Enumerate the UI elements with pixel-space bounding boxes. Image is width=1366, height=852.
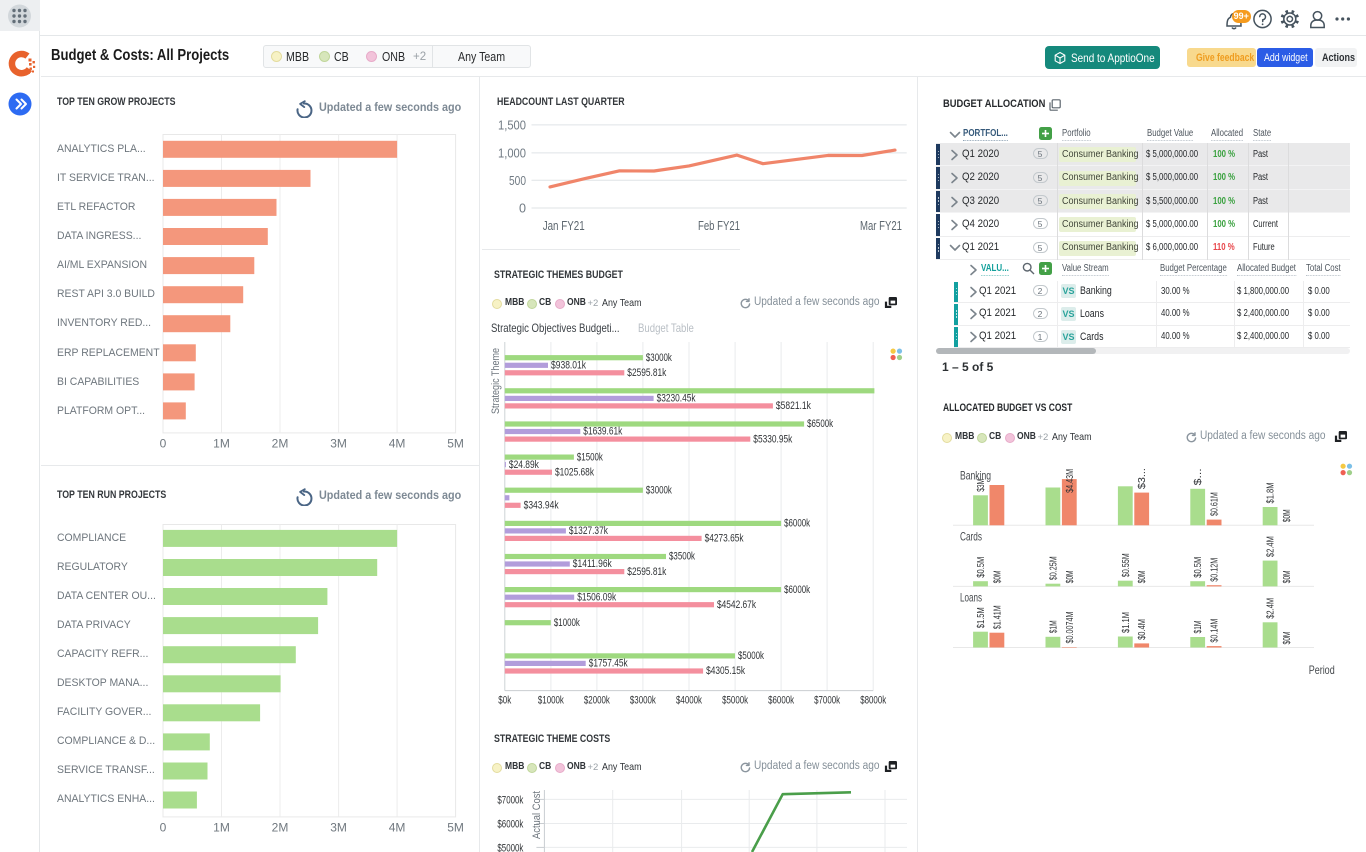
svg-text:$...: $... bbox=[1193, 468, 1204, 485]
svg-text:$3230.45k: $3230.45k bbox=[657, 393, 696, 405]
svg-text:$2.4M: $2.4M bbox=[1266, 536, 1277, 557]
svg-text:$0.61M: $0.61M bbox=[1210, 492, 1221, 516]
svg-text:$5821.1k: $5821.1k bbox=[776, 400, 811, 412]
svg-text:$2595.81k: $2595.81k bbox=[627, 367, 666, 379]
svg-text:$2.4M: $2.4M bbox=[1266, 598, 1277, 619]
svg-text:$5000k: $5000k bbox=[722, 695, 748, 707]
svg-text:0: 0 bbox=[519, 202, 526, 216]
svg-text:$2000k: $2000k bbox=[584, 695, 610, 707]
svg-text:$1.1M: $1.1M bbox=[1121, 612, 1132, 633]
svg-text:$6000k: $6000k bbox=[784, 584, 810, 596]
svg-text:$343.94k: $343.94k bbox=[524, 500, 559, 512]
svg-text:Cards: Cards bbox=[960, 529, 982, 543]
svg-text:Period: Period bbox=[1309, 663, 1335, 677]
svg-text:$8000k: $8000k bbox=[860, 695, 886, 707]
svg-text:$1025.68k: $1025.68k bbox=[555, 466, 594, 478]
svg-text:$3500k: $3500k bbox=[669, 551, 695, 563]
svg-text:$0M: $0M bbox=[1282, 509, 1293, 522]
svg-text:$7000k: $7000k bbox=[814, 695, 840, 707]
svg-text:$0.14M: $0.14M bbox=[1210, 619, 1221, 643]
svg-text:$3...: $3... bbox=[1137, 468, 1148, 489]
svg-text:$1757.45k: $1757.45k bbox=[589, 658, 628, 670]
svg-text:$0M: $0M bbox=[1065, 570, 1076, 583]
svg-text:$1639.61k: $1639.61k bbox=[583, 426, 622, 438]
svg-text:$938.01k: $938.01k bbox=[551, 360, 586, 372]
svg-text:$1000k: $1000k bbox=[538, 695, 564, 707]
svg-text:$3M: $3M bbox=[976, 479, 987, 492]
svg-text:1M: 1M bbox=[213, 820, 230, 834]
svg-text:Loans: Loans bbox=[960, 591, 982, 605]
svg-text:$5000k: $5000k bbox=[738, 650, 764, 662]
svg-text:$0.0074M: $0.0074M bbox=[1065, 612, 1076, 644]
svg-text:$5000k: $5000k bbox=[497, 842, 523, 852]
svg-text:0: 0 bbox=[160, 820, 167, 834]
svg-text:$1506.09k: $1506.09k bbox=[577, 591, 616, 603]
svg-text:Mar FY21: Mar FY21 bbox=[860, 219, 902, 233]
svg-text:1M: 1M bbox=[213, 437, 230, 451]
svg-text:$0.25M: $0.25M bbox=[1048, 556, 1059, 580]
svg-text:Banking: Banking bbox=[960, 468, 991, 482]
svg-text:Actual Cost: Actual Cost bbox=[531, 791, 543, 839]
svg-text:Feb FY21: Feb FY21 bbox=[698, 219, 740, 233]
svg-text:$0M: $0M bbox=[1282, 570, 1293, 583]
svg-text:2M: 2M bbox=[272, 820, 289, 834]
svg-text:$1.41M: $1.41M bbox=[992, 605, 1003, 629]
svg-text:$6000k: $6000k bbox=[784, 518, 810, 530]
svg-text:1,500: 1,500 bbox=[498, 118, 526, 132]
svg-text:0: 0 bbox=[160, 437, 167, 451]
svg-text:$0.4M: $0.4M bbox=[1137, 619, 1148, 640]
svg-text:$1327.37k: $1327.37k bbox=[569, 525, 608, 537]
svg-text:$0.55M: $0.55M bbox=[1121, 553, 1132, 577]
svg-text:$7000k: $7000k bbox=[497, 794, 523, 806]
svg-text:Jan FY21: Jan FY21 bbox=[543, 219, 585, 233]
svg-text:$6500k: $6500k bbox=[807, 418, 833, 430]
svg-text:$4305.15k: $4305.15k bbox=[706, 665, 745, 677]
svg-text:1,000: 1,000 bbox=[498, 146, 526, 160]
svg-text:$0.12M: $0.12M bbox=[1210, 558, 1221, 582]
svg-text:$3000k: $3000k bbox=[646, 484, 672, 496]
svg-text:5M: 5M bbox=[447, 437, 464, 451]
svg-text:$0M: $0M bbox=[992, 570, 1003, 583]
svg-text:3M: 3M bbox=[330, 437, 347, 451]
svg-text:$1.5M: $1.5M bbox=[976, 607, 987, 628]
svg-text:$1M: $1M bbox=[1193, 621, 1204, 634]
svg-text:$1500k: $1500k bbox=[577, 451, 603, 463]
svg-text:$5330.95k: $5330.95k bbox=[753, 433, 792, 445]
svg-text:$4542.67k: $4542.67k bbox=[717, 599, 756, 611]
svg-text:$1411.96k: $1411.96k bbox=[573, 558, 612, 570]
svg-text:$4273.65k: $4273.65k bbox=[705, 533, 744, 545]
svg-text:$0.5M: $0.5M bbox=[976, 557, 987, 578]
svg-text:$0M: $0M bbox=[1137, 570, 1148, 583]
svg-text:$1.8M: $1.8M bbox=[1266, 483, 1277, 504]
svg-text:3M: 3M bbox=[330, 820, 347, 834]
svg-text:$24.89k: $24.89k bbox=[509, 459, 539, 471]
svg-text:4M: 4M bbox=[389, 820, 406, 834]
svg-text:$3000k: $3000k bbox=[646, 352, 672, 364]
svg-text:$0M: $0M bbox=[1282, 632, 1293, 645]
svg-text:500: 500 bbox=[509, 174, 526, 188]
svg-text:4M: 4M bbox=[389, 437, 406, 451]
svg-text:5M: 5M bbox=[447, 820, 464, 834]
svg-text:$6000k: $6000k bbox=[768, 695, 794, 707]
svg-text:$0k: $0k bbox=[498, 695, 511, 707]
svg-text:$6000k: $6000k bbox=[497, 819, 523, 831]
svg-text:$1M: $1M bbox=[1048, 620, 1059, 633]
svg-text:$4000k: $4000k bbox=[676, 695, 702, 707]
svg-text:$4.43M: $4.43M bbox=[1065, 469, 1076, 493]
svg-text:$3000k: $3000k bbox=[630, 695, 656, 707]
svg-text:$2595.81k: $2595.81k bbox=[627, 566, 666, 578]
svg-text:Strategic Theme: Strategic Theme bbox=[490, 348, 502, 414]
svg-text:$0.5M: $0.5M bbox=[1193, 557, 1204, 578]
svg-text:$1000k: $1000k bbox=[554, 617, 580, 629]
svg-text:2M: 2M bbox=[272, 437, 289, 451]
